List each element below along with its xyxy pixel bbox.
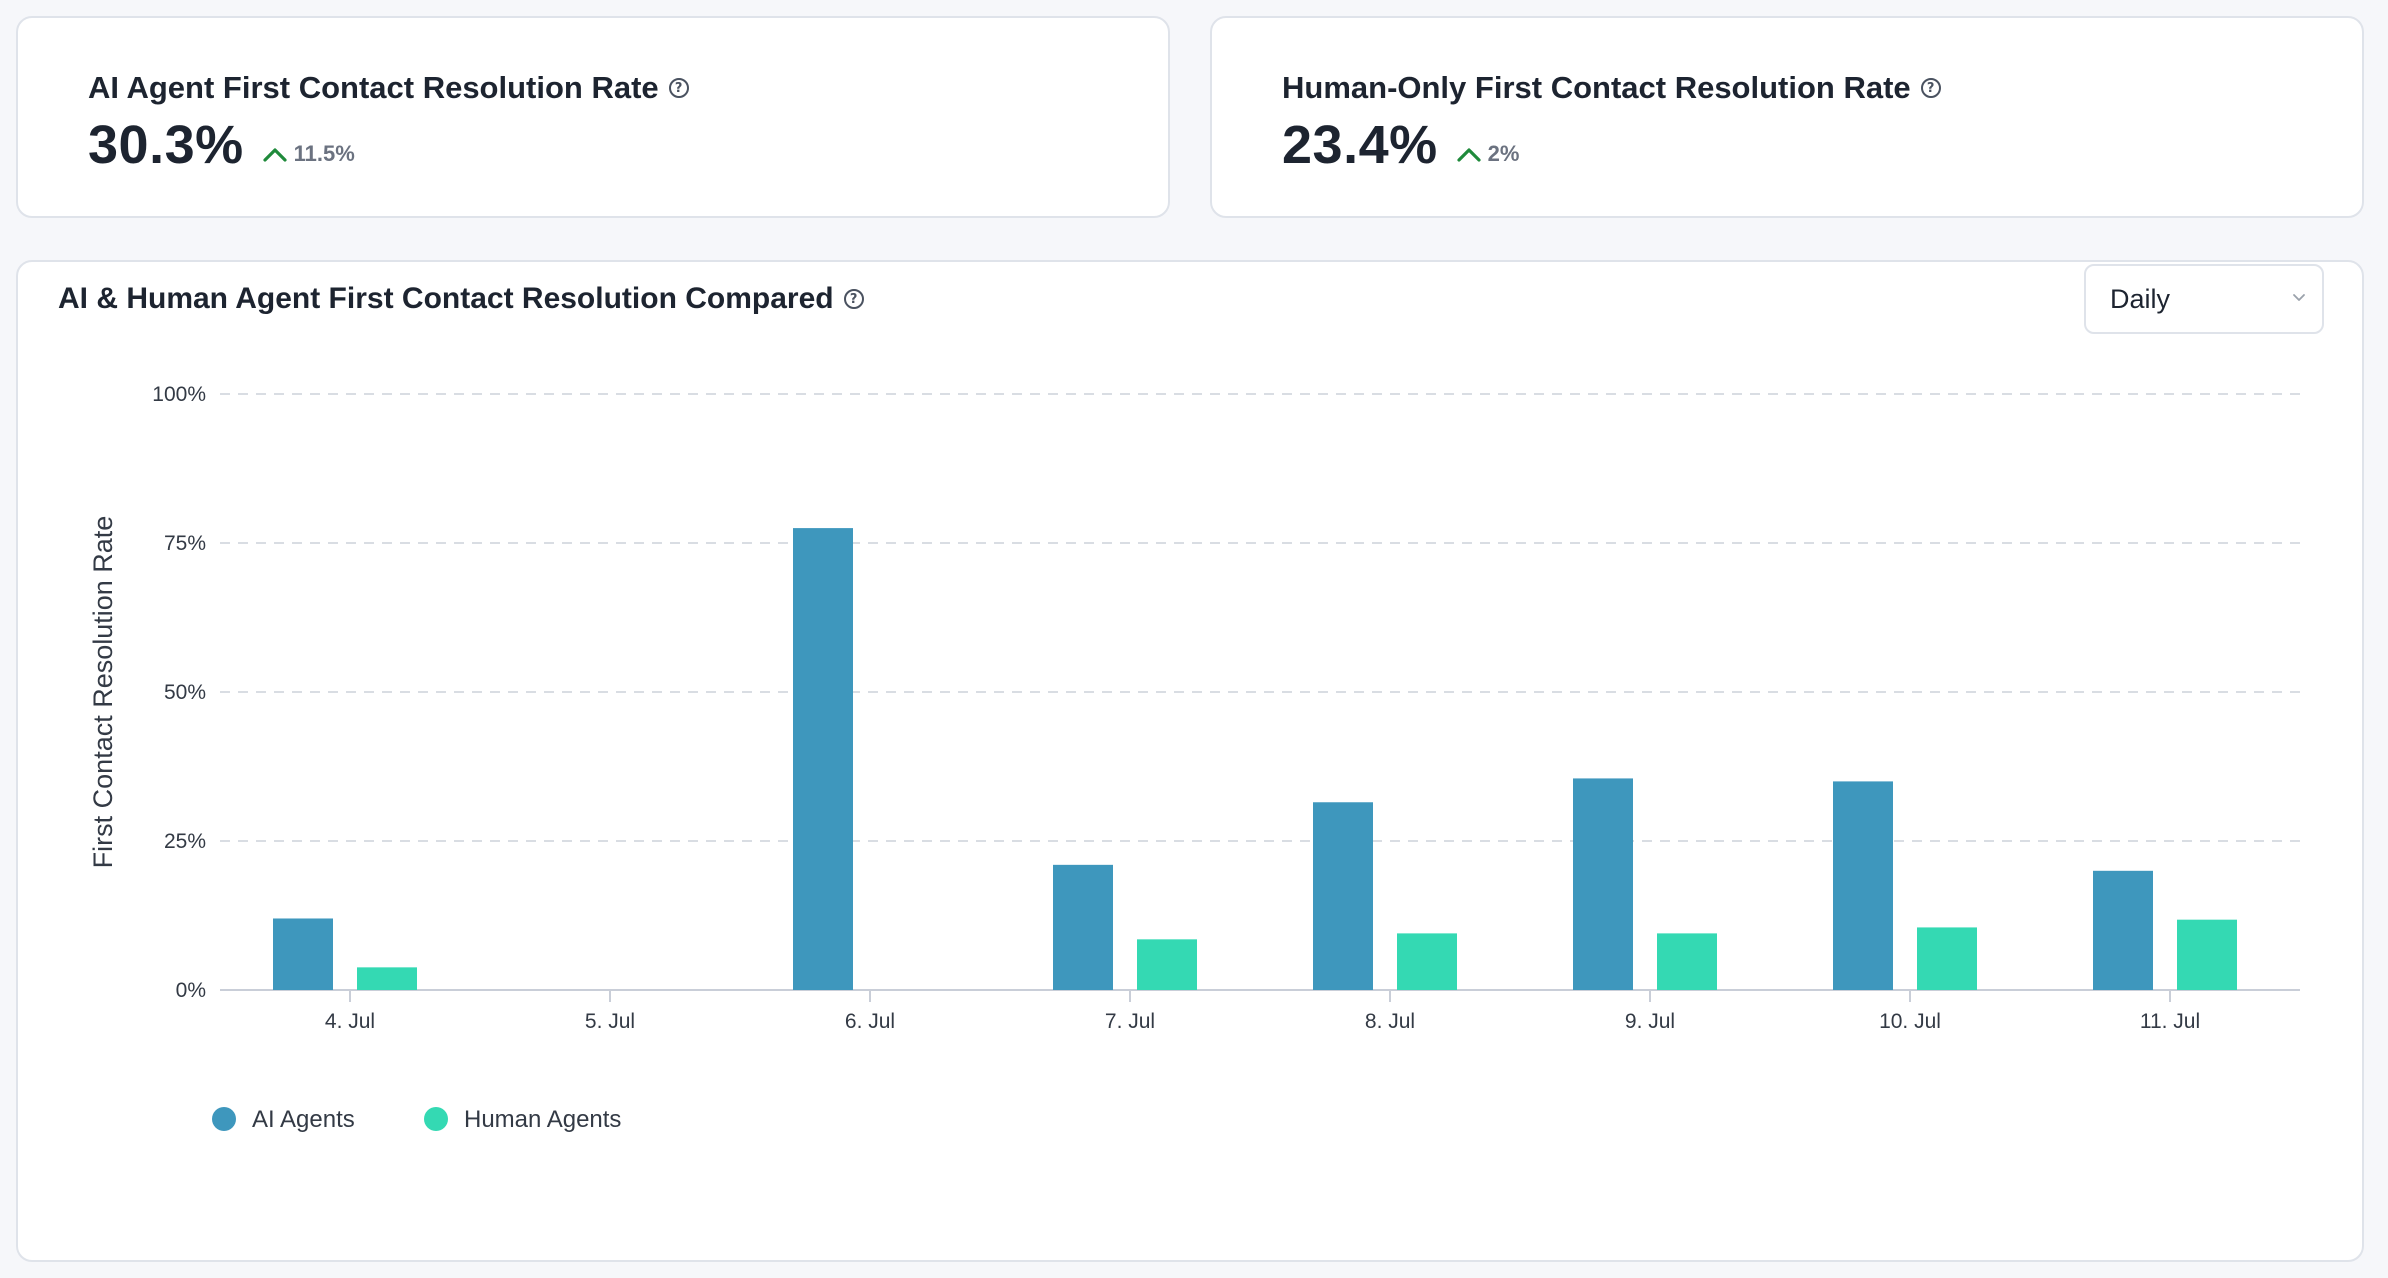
- x-tick-label: 8. Jul: [1365, 1010, 1415, 1033]
- granularity-select[interactable]: Daily: [2084, 264, 2324, 334]
- chart-title: AI & Human Agent First Contact Resolutio…: [58, 282, 864, 316]
- fcr-comparison-card: 0% 25% 50% 75% 100% First Contact Resolution …: [16, 260, 2364, 1262]
- bar-ai-agents: [793, 528, 853, 990]
- bar-ai-agents: [2093, 870, 2153, 990]
- y-axis-title: First Contact Resolution Rate: [88, 516, 118, 869]
- granularity-select-value: Daily: [2110, 283, 2171, 314]
- ai-fcr-value: 30.3%: [88, 115, 244, 175]
- bar-ai-agents: [1573, 778, 1633, 990]
- y-tick-label: 25%: [164, 830, 206, 853]
- x-tick-label: 9. Jul: [1625, 1010, 1675, 1033]
- chart-title-text: AI & Human Agent First Contact Resolutio…: [58, 282, 834, 315]
- question-circle-icon[interactable]: ?: [843, 289, 864, 309]
- question-circle-icon[interactable]: ?: [668, 78, 689, 98]
- question-circle-icon[interactable]: ?: [1920, 78, 1941, 98]
- bar-ai-agents: [1833, 781, 1893, 990]
- chevron-down-icon: [2293, 294, 2305, 301]
- x-tick-label: 6. Jul: [845, 1010, 895, 1033]
- human-fcr-value: 23.4%: [1282, 115, 1438, 175]
- ai-fcr-delta-text: 11.5%: [293, 141, 355, 166]
- y-tick-label: 0%: [176, 979, 206, 1002]
- bar-human-agents: [1137, 939, 1197, 990]
- bar-human-agents: [1397, 933, 1457, 990]
- ai-fcr-metric: 30.3% 11.5%: [88, 114, 355, 176]
- bar-ai-agents: [273, 918, 333, 990]
- x-tick-label: 4. Jul: [325, 1010, 375, 1033]
- bar-human-agents: [2177, 919, 2237, 990]
- fcr-comparison-chart: 0% 25% 50% 75% 100% First Contact Resolution …: [88, 383, 2300, 1133]
- bar-human-agents: [357, 967, 417, 990]
- legend-marker: [424, 1107, 448, 1131]
- ai-fcr-delta: 11.5%: [262, 141, 355, 167]
- y-tick-label: 50%: [164, 681, 206, 704]
- bar-human-agents: [1917, 927, 1977, 990]
- ai-fcr-card: AI Agent First Contact Resolution Rate ?…: [16, 16, 1170, 218]
- arrow-up-icon: [1457, 148, 1481, 162]
- arrow-up-icon: [263, 148, 287, 162]
- x-tick-label: 11. Jul: [2140, 1010, 2200, 1033]
- legend-label: AI Agents: [252, 1106, 355, 1133]
- human-fcr-delta-text: 2%: [1487, 141, 1520, 166]
- legend-label: Human Agents: [464, 1106, 621, 1133]
- bar-ai-agents: [1053, 864, 1113, 990]
- ai-fcr-title: AI Agent First Contact Resolution Rate ?: [88, 70, 689, 106]
- ai-fcr-title-text: AI Agent First Contact Resolution Rate: [88, 70, 659, 105]
- bar-human-agents: [1657, 933, 1717, 990]
- human-fcr-metric: 23.4% 2%: [1282, 114, 1519, 176]
- human-fcr-delta: 2%: [1456, 141, 1520, 167]
- human-fcr-title: Human-Only First Contact Resolution Rate…: [1282, 70, 1941, 106]
- legend-marker: [212, 1107, 236, 1131]
- x-tick-label: 5. Jul: [585, 1010, 635, 1033]
- bar-ai-agents: [1313, 802, 1373, 990]
- human-fcr-card: Human-Only First Contact Resolution Rate…: [1210, 16, 2364, 218]
- x-tick-label: 10. Jul: [1879, 1010, 1941, 1033]
- human-fcr-title-text: Human-Only First Contact Resolution Rate: [1282, 70, 1911, 105]
- x-tick-label: 7. Jul: [1105, 1010, 1155, 1033]
- y-tick-label: 100%: [152, 383, 206, 406]
- y-tick-label: 75%: [164, 532, 206, 555]
